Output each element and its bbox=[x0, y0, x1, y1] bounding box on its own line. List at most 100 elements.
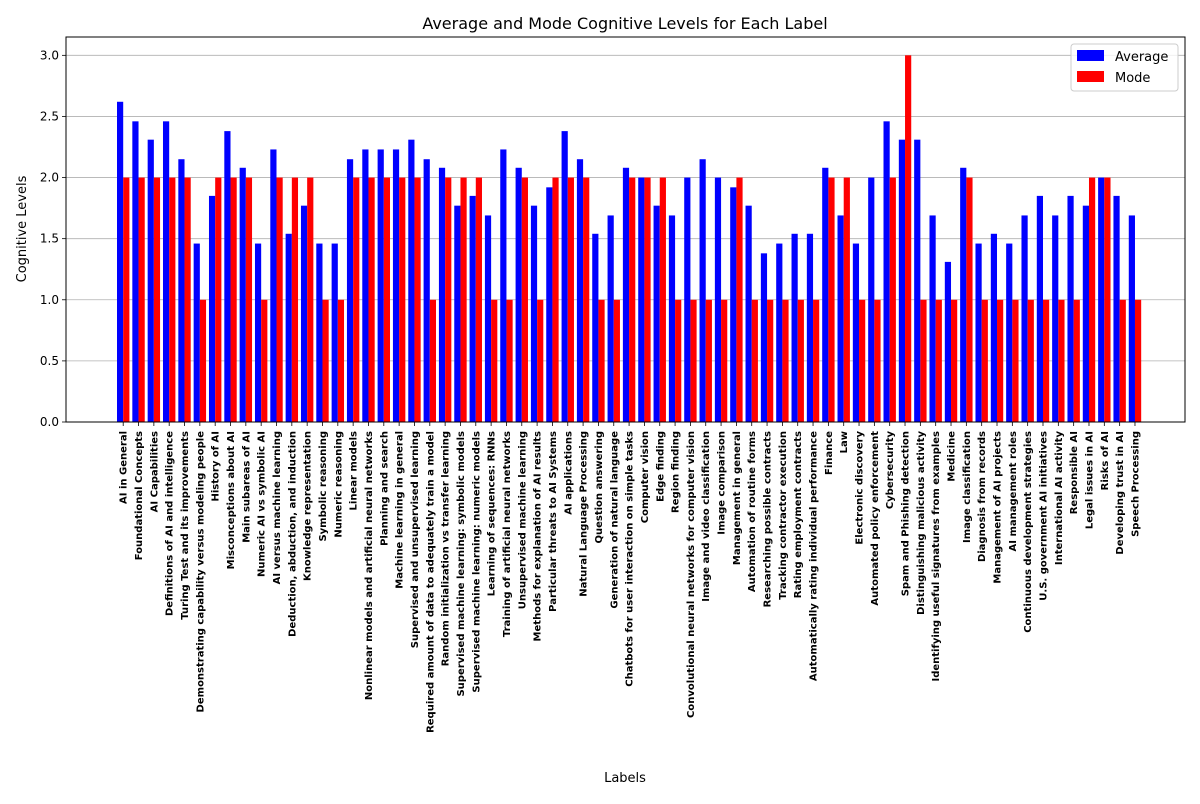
x-tick-label: Turing Test and its improvements bbox=[180, 431, 191, 620]
bar-average bbox=[760, 253, 768, 422]
legend-swatch-average bbox=[1077, 50, 1104, 61]
bar-average bbox=[791, 233, 798, 422]
bar-mode bbox=[583, 177, 590, 422]
bar-average bbox=[960, 167, 967, 422]
plot-frame bbox=[65, 36, 1186, 423]
y-tick-label: 0.5 bbox=[40, 354, 59, 368]
x-tick-label: Identifying useful signatures from examp… bbox=[931, 431, 942, 682]
x-tick-label: Researching possible contracts bbox=[763, 431, 774, 607]
x-tick-label: International AI activity bbox=[1054, 431, 1065, 566]
x-axis-label: Labels bbox=[604, 771, 646, 786]
x-tick-label: Natural Language Processing bbox=[579, 431, 590, 597]
y-tick-label: 0.0 bbox=[40, 415, 59, 429]
bar-mode bbox=[215, 177, 222, 422]
bar-average bbox=[576, 159, 584, 422]
bar-mode bbox=[981, 299, 988, 422]
bar-mode bbox=[951, 299, 958, 422]
bar-average bbox=[254, 243, 262, 422]
x-tick-label: Misconceptions about AI bbox=[226, 431, 237, 569]
x-tick-label: Numeric reasoning bbox=[333, 431, 344, 538]
bar-average bbox=[132, 121, 139, 422]
bar-mode bbox=[537, 299, 544, 422]
bar-mode bbox=[460, 177, 467, 422]
bar-average bbox=[270, 149, 277, 422]
bar-mode bbox=[797, 299, 804, 422]
bar-mode bbox=[920, 299, 927, 422]
bar-mode bbox=[399, 177, 406, 422]
bar-average bbox=[622, 167, 630, 422]
bar-average bbox=[193, 243, 200, 422]
bar-mode bbox=[859, 299, 866, 422]
bar-average bbox=[1128, 215, 1135, 422]
bar-mode bbox=[429, 299, 436, 422]
bar-mode bbox=[169, 177, 176, 422]
bar-mode bbox=[1104, 177, 1111, 422]
bar-mode bbox=[414, 177, 421, 422]
y-tick-label: 3.0 bbox=[40, 48, 59, 62]
x-ticks: AI in General Foundational Concepts AI Cap… bbox=[119, 422, 1141, 733]
y-ticks: 0.0 0.5 1.0 1.5 2.0 2.5 3.0 bbox=[40, 48, 66, 429]
x-tick-label: Planning and search bbox=[379, 431, 390, 546]
bar-mode bbox=[644, 177, 651, 422]
bar-mode bbox=[138, 177, 145, 422]
chart-title: Average and Mode Cognitive Levels for Ea… bbox=[422, 14, 827, 33]
bar-mode bbox=[905, 55, 912, 422]
x-tick-label: Nonlinear models and artificial neural n… bbox=[364, 431, 375, 700]
x-tick-label: Management of AI projects bbox=[993, 431, 1004, 584]
bar-average bbox=[1036, 195, 1043, 422]
x-tick-label: Foundational Concepts bbox=[134, 431, 145, 560]
bar-average bbox=[638, 177, 645, 422]
bar-average bbox=[714, 177, 722, 422]
bar-mode bbox=[659, 177, 666, 422]
bar-mode bbox=[475, 177, 482, 422]
bar-mode bbox=[1088, 177, 1096, 422]
x-tick-label: Training of artificial neural networks bbox=[502, 431, 513, 637]
x-tick-label: AI versus machine learning bbox=[272, 431, 283, 584]
y-axis-label: Cognitive Levels bbox=[15, 175, 30, 282]
x-tick-label: Risks of AI bbox=[1100, 431, 1111, 490]
x-tick-label: Supervised machine learning: numeric mod… bbox=[471, 431, 482, 693]
x-tick-label: Responsible AI bbox=[1069, 431, 1080, 514]
x-tick-label: Legal issues in AI bbox=[1084, 431, 1095, 529]
x-tick-label: Definitions of AI and intelligence bbox=[165, 431, 176, 616]
x-tick-label: Particular threats to AI Systems bbox=[548, 431, 559, 612]
bar-average bbox=[484, 215, 492, 422]
x-tick-label: Finance bbox=[824, 431, 835, 475]
bar-mode bbox=[675, 299, 682, 422]
x-tick-label: Continuous development strategies bbox=[1023, 431, 1034, 633]
x-tick-label: Tracking contractor execution bbox=[778, 431, 789, 600]
bar-average bbox=[699, 159, 706, 422]
bar-mode bbox=[445, 177, 452, 422]
x-tick-label: Cybersecurity bbox=[885, 431, 896, 510]
bar-average bbox=[1021, 215, 1028, 422]
bar-average bbox=[362, 149, 369, 422]
x-tick-label: Speech Processing bbox=[1130, 431, 1141, 537]
bar-mode bbox=[322, 299, 329, 422]
x-tick-label: Automation of routine forms bbox=[747, 431, 758, 592]
bar-average bbox=[684, 177, 691, 422]
x-tick-label: Electronic discovery bbox=[855, 431, 866, 545]
bar-average bbox=[1052, 215, 1059, 422]
bar-mode bbox=[184, 177, 191, 422]
bar-average bbox=[990, 233, 998, 422]
x-tick-label: Random initialization vs transfer learni… bbox=[441, 431, 452, 666]
bar-average bbox=[530, 205, 538, 422]
bar-average bbox=[546, 187, 553, 422]
legend: Average Mode bbox=[1070, 43, 1179, 92]
bar-mode bbox=[690, 299, 697, 422]
bar-average bbox=[730, 187, 737, 422]
bar-average bbox=[224, 131, 231, 422]
x-tick-label: Rating employment contracts bbox=[793, 431, 804, 598]
bar-mode bbox=[230, 177, 237, 422]
bar-mode bbox=[813, 299, 820, 422]
x-tick-label: Required amount of data to adequately tr… bbox=[425, 431, 436, 733]
bar-mode bbox=[199, 299, 207, 422]
bar-mode bbox=[966, 177, 973, 422]
x-tick-label: Convolutional neural networks for comput… bbox=[686, 431, 697, 718]
x-tick-label: Edge finding bbox=[655, 431, 666, 502]
bar-mode bbox=[828, 177, 835, 422]
bar-average bbox=[377, 149, 384, 422]
x-tick-label: Distinguishing malicious activity bbox=[916, 431, 927, 615]
x-tick-label: Unsupervised machine learning bbox=[517, 431, 528, 609]
